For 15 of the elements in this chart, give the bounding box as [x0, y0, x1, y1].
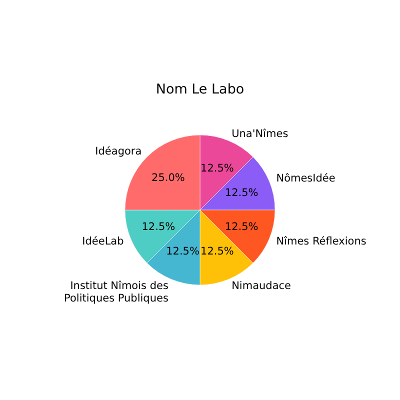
data-label: 12.5% — [200, 162, 234, 174]
data-label: 12.5% — [224, 221, 258, 234]
slice-label: Nîmes Réflexions — [276, 236, 366, 248]
slice-label: Una'Nîmes — [232, 128, 288, 140]
slice-label: Institut Nîmois des Politiques Publiques — [64, 280, 168, 305]
slice-label: NômesIdée — [276, 172, 336, 184]
data-label: 12.5% — [142, 221, 176, 234]
data-label: 25.0% — [152, 172, 185, 184]
slice-label: Nimaudace — [232, 280, 291, 292]
slice-label: Idéagora — [95, 146, 142, 158]
data-label: 12.5% — [166, 246, 200, 258]
slice-label: IdéeLab — [82, 236, 124, 248]
chart-title: Nom Le Labo — [156, 82, 244, 98]
data-label: 12.5% — [200, 246, 234, 258]
data-label: 12.5% — [224, 186, 258, 199]
